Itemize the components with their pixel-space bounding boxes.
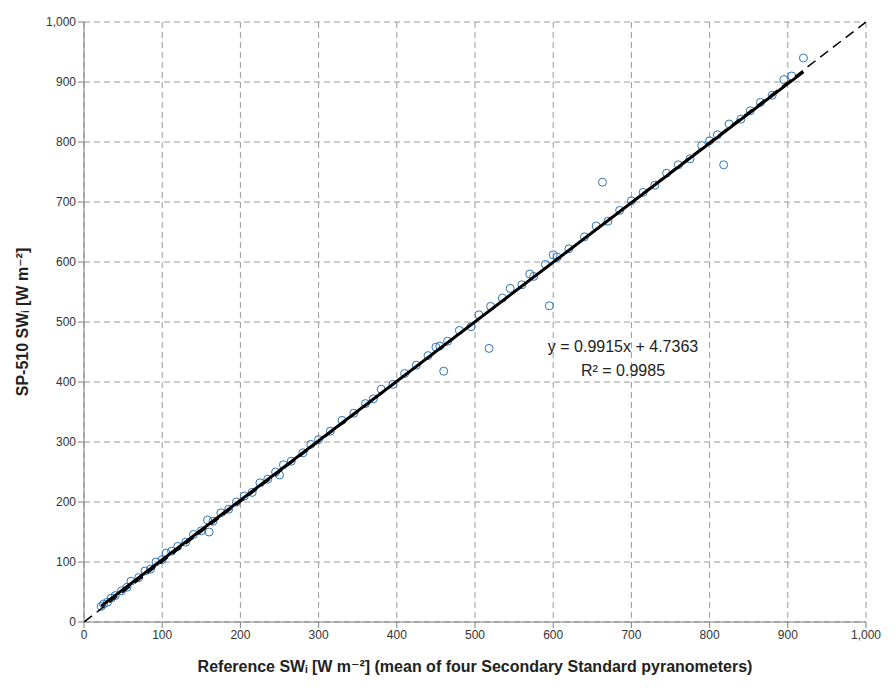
svg-text:700: 700 — [56, 195, 76, 209]
svg-text:SP-510 SWᵢ [W m⁻²]: SP-510 SWᵢ [W m⁻²] — [14, 248, 31, 397]
svg-text:800: 800 — [56, 135, 76, 149]
svg-text:500: 500 — [56, 315, 76, 329]
svg-text:400: 400 — [56, 375, 76, 389]
svg-text:100: 100 — [56, 555, 76, 569]
svg-text:300: 300 — [309, 628, 329, 642]
svg-text:600: 600 — [543, 628, 563, 642]
svg-text:1,000: 1,000 — [46, 15, 76, 29]
svg-text:600: 600 — [56, 255, 76, 269]
svg-text:200: 200 — [56, 495, 76, 509]
svg-text:Reference SWᵢ [W m⁻²] (mean of: Reference SWᵢ [W m⁻²] (mean of four Seco… — [198, 658, 753, 675]
svg-text:900: 900 — [56, 75, 76, 89]
svg-text:900: 900 — [778, 628, 798, 642]
svg-text:0: 0 — [69, 615, 76, 629]
svg-text:500: 500 — [465, 628, 485, 642]
svg-text:400: 400 — [387, 628, 407, 642]
svg-text:800: 800 — [700, 628, 720, 642]
svg-text:700: 700 — [621, 628, 641, 642]
html-text:R² = 0.9985: R² = 0.9985 — [581, 362, 665, 379]
svg-text:300: 300 — [56, 435, 76, 449]
html-text:y = 0.9915x + 4.7363: y = 0.9915x + 4.7363 — [547, 338, 699, 355]
svg-text:200: 200 — [230, 628, 250, 642]
svg-text:0: 0 — [81, 628, 88, 642]
svg-text:100: 100 — [152, 628, 172, 642]
svg-text:1,000: 1,000 — [851, 628, 881, 642]
